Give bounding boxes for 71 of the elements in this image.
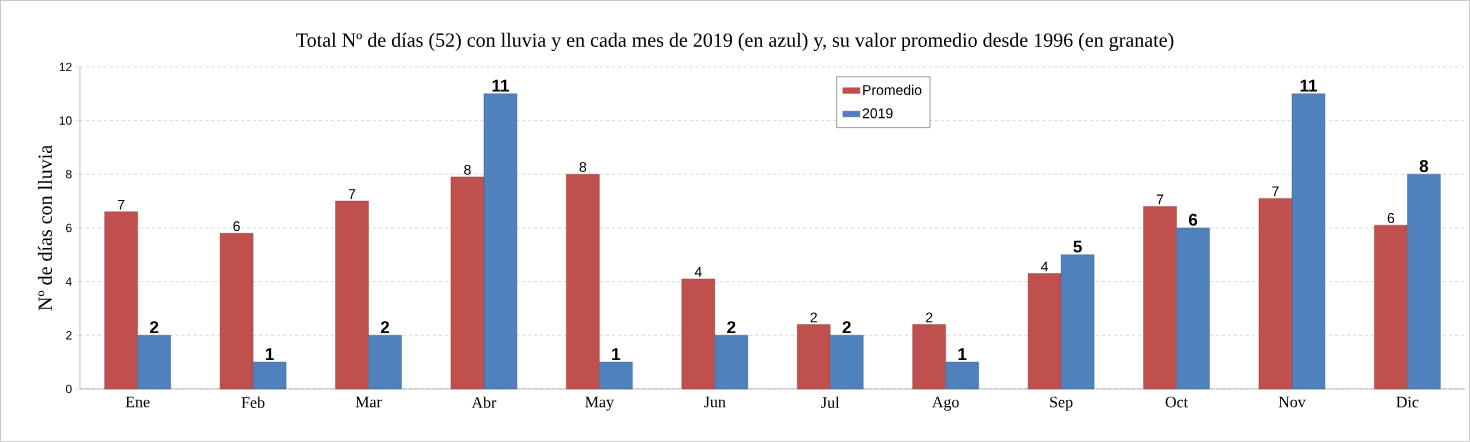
data-label: 6 — [1387, 213, 1395, 224]
x-tick-label: Nov — [1278, 396, 1306, 408]
x-tick-label: Dic — [1396, 396, 1419, 408]
data-label: 2 — [380, 321, 390, 334]
data-label: 5 — [1073, 240, 1082, 253]
bar — [1060, 254, 1095, 390]
data-label: 11 — [492, 79, 509, 92]
data-label: 11 — [1300, 79, 1317, 92]
bar — [714, 335, 749, 390]
bar — [1374, 225, 1408, 390]
bar — [599, 361, 633, 390]
x-tick-label: Ene — [125, 396, 150, 408]
data-label: 1 — [958, 348, 967, 360]
bar — [335, 200, 369, 390]
bar — [797, 324, 831, 390]
bar — [681, 278, 716, 390]
x-tick-label: Jul — [821, 396, 840, 409]
y-tick-label: 4 — [65, 277, 72, 286]
data-label: 2 — [810, 312, 817, 323]
data-label: 8 — [464, 164, 471, 175]
y-axis-title: Nº de días con lluvia — [37, 145, 52, 311]
bar — [1407, 174, 1441, 390]
data-label: 1 — [612, 348, 621, 360]
bar — [219, 233, 254, 390]
bar — [830, 335, 864, 390]
data-label: 2 — [150, 321, 159, 334]
data-label: 2 — [727, 321, 736, 334]
bar — [1027, 273, 1062, 390]
data-label: 4 — [694, 267, 702, 277]
chart-title: Total Nº de días (52) con lluvia y en cada mes de 2019 (en azul) y, su valor promedio desde 1996 (en granate) — [296, 32, 1174, 52]
bar — [945, 361, 979, 390]
data-label: 6 — [1188, 213, 1198, 226]
legend-label: 2019 — [862, 108, 893, 119]
data-label: 7 — [1272, 186, 1279, 197]
bar — [450, 176, 485, 390]
y-tick-label: 12 — [59, 62, 72, 72]
data-label: 7 — [1156, 194, 1164, 205]
y-tick-label: 10 — [59, 116, 72, 125]
data-label: 4 — [1041, 261, 1049, 272]
bar — [1176, 227, 1210, 390]
x-tick-label: Mar — [355, 396, 382, 408]
bar — [368, 335, 402, 390]
y-tick-label: 8 — [66, 170, 72, 179]
y-tick-label: 6 — [66, 223, 72, 233]
bar — [483, 93, 518, 390]
data-label: 7 — [348, 189, 356, 199]
y-tick-label: 2 — [66, 331, 72, 340]
bar — [1291, 93, 1326, 390]
data-label: 1 — [265, 348, 274, 360]
data-label: 2 — [842, 321, 851, 334]
bar — [137, 335, 171, 390]
legend-label: Promedio — [863, 84, 922, 96]
bar — [1143, 206, 1177, 390]
bar — [912, 324, 946, 390]
bar — [1258, 198, 1293, 390]
data-label: 8 — [1419, 160, 1429, 173]
data-label: 8 — [579, 162, 587, 173]
x-tick-label: Jun — [704, 396, 726, 408]
y-tick-label: 0 — [65, 384, 72, 394]
x-tick-label: Abr — [471, 396, 497, 409]
x-tick-label: Feb — [241, 396, 265, 409]
x-tick-label: Oct — [1165, 396, 1188, 408]
x-tick-label: May — [585, 396, 614, 411]
bar — [252, 361, 287, 390]
data-label: 2 — [925, 312, 933, 323]
x-tick-label: Ago — [932, 396, 959, 411]
x-tick-label: Sep — [1050, 396, 1073, 411]
bar — [566, 174, 600, 390]
data-label: 6 — [233, 221, 240, 232]
bar — [104, 211, 138, 390]
data-label: 7 — [117, 200, 125, 210]
